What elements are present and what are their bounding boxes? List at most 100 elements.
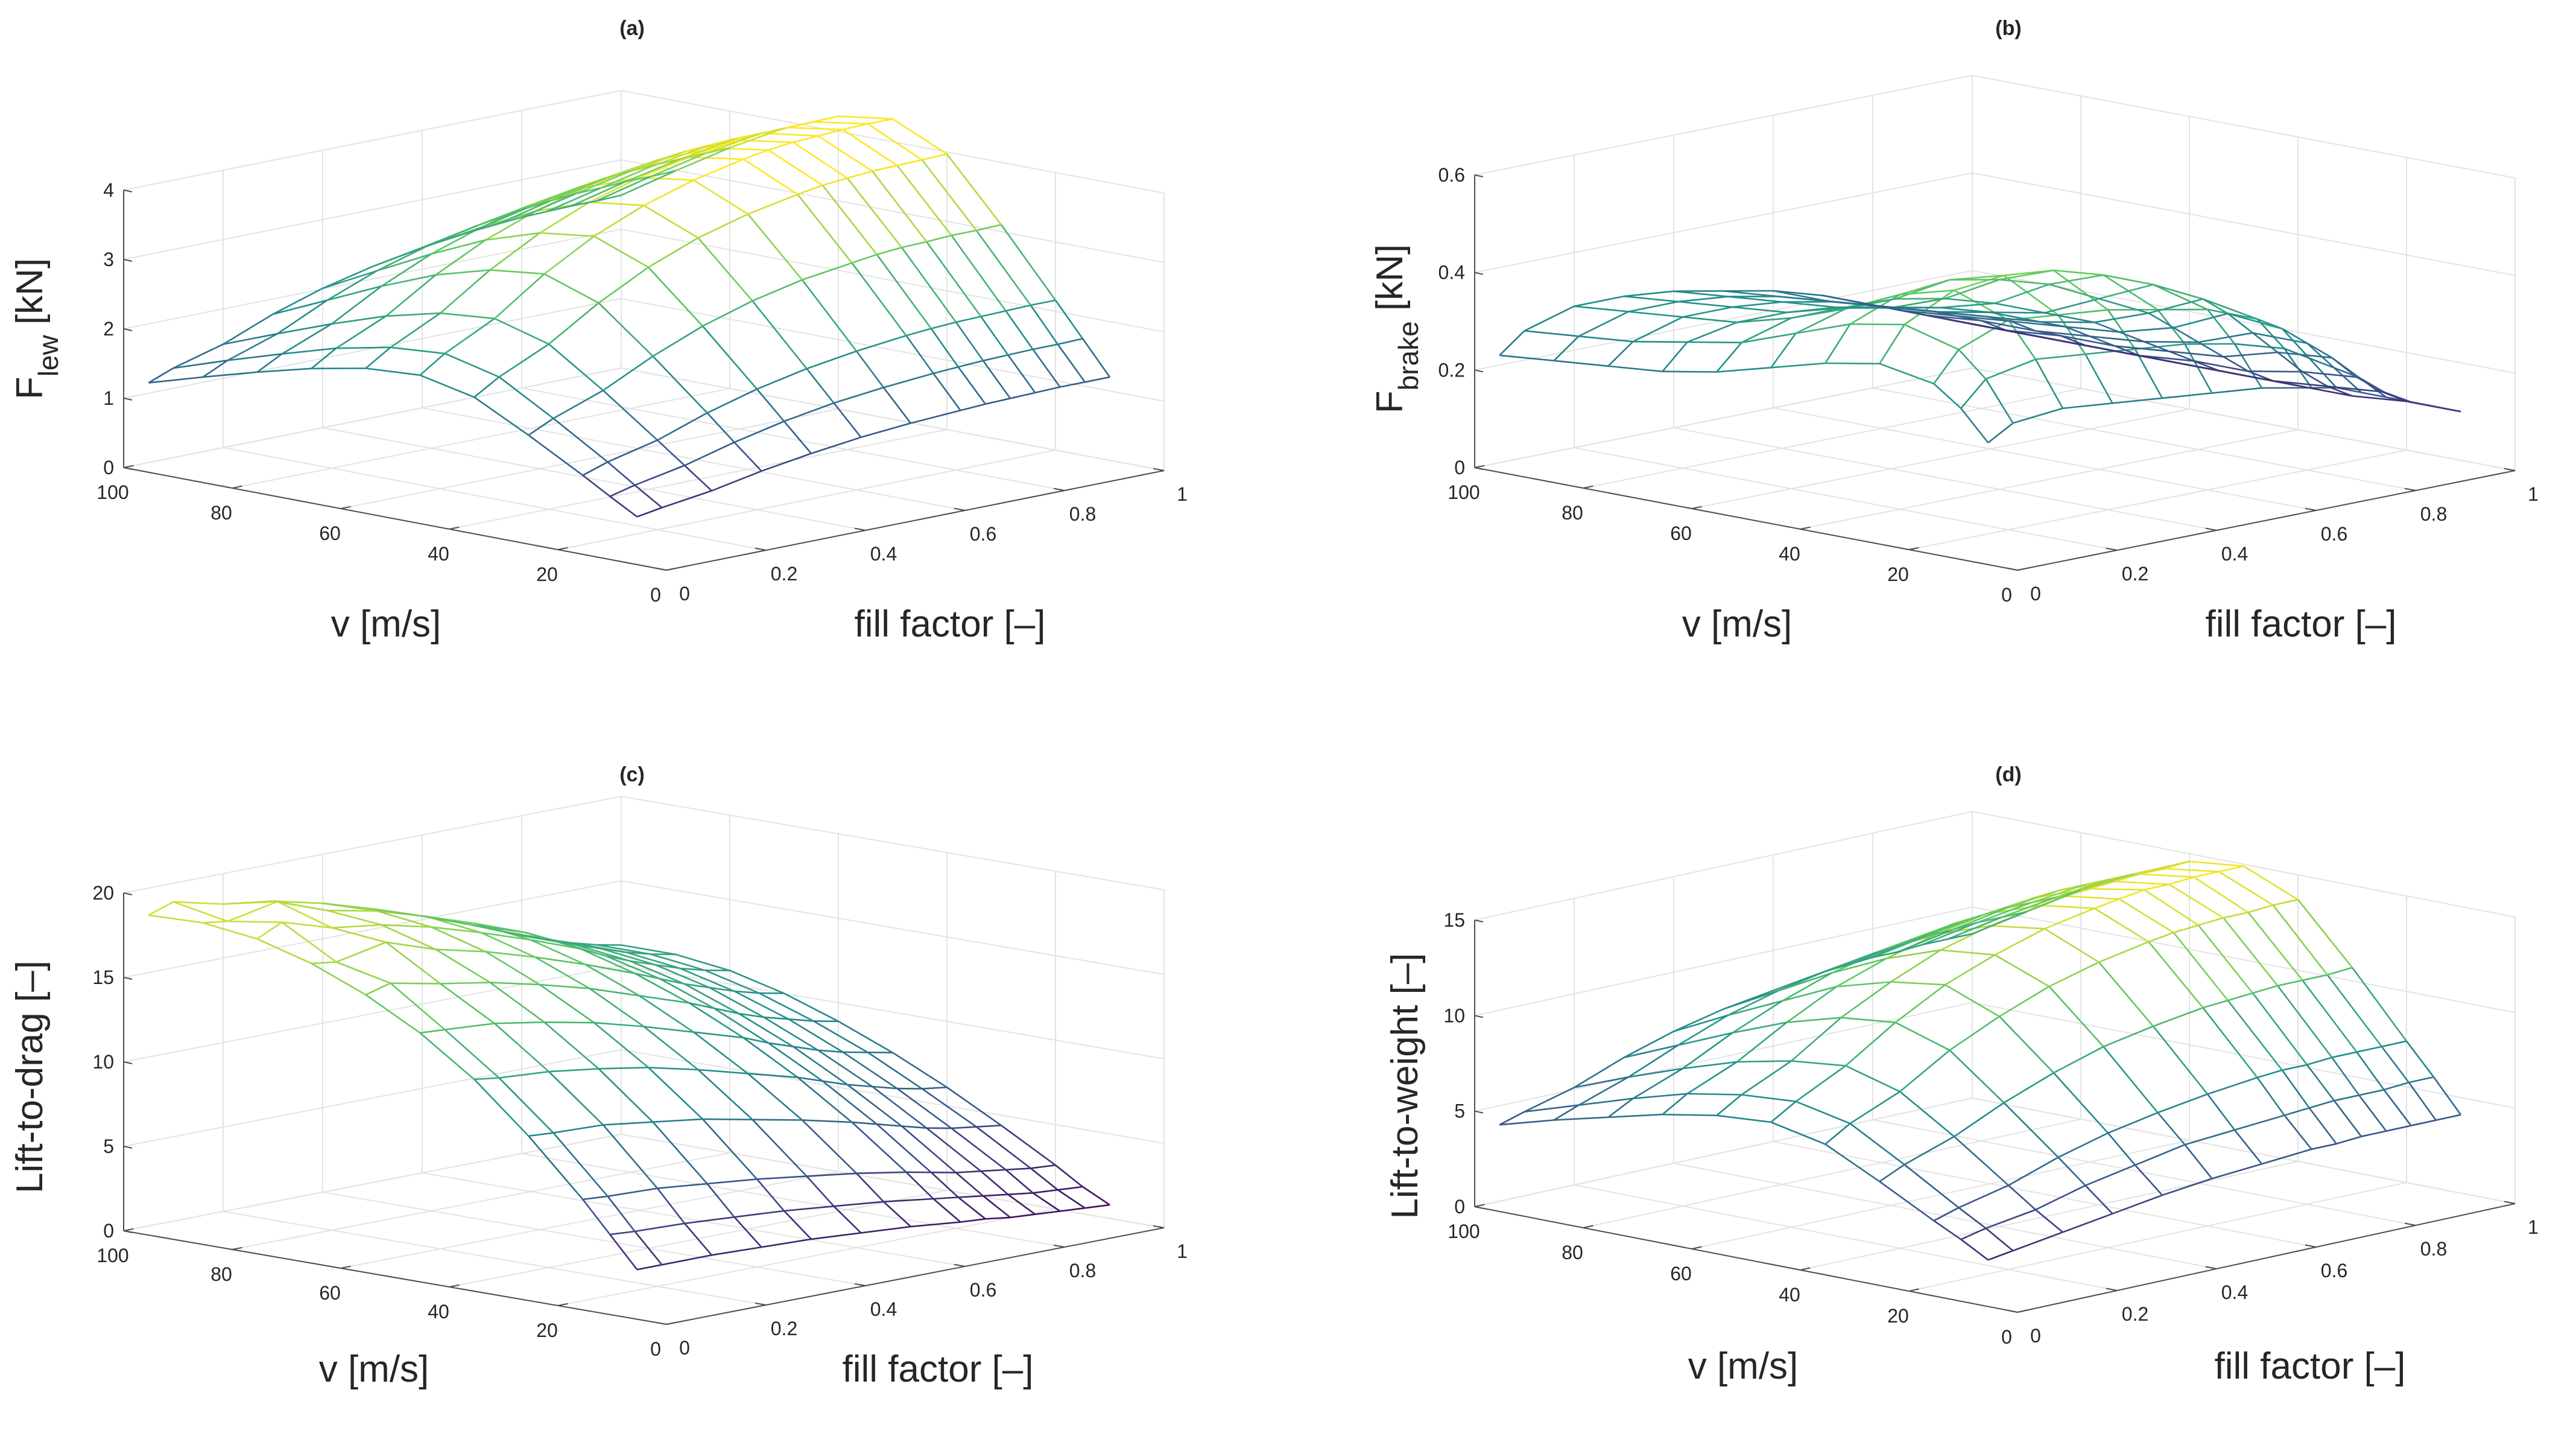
fill-axis-label: fill factor [–] [2206, 603, 2397, 645]
mesh-segment [756, 1175, 807, 1180]
v-gridline [1908, 896, 2407, 1292]
mesh-segment [2107, 1111, 2158, 1134]
mesh-segment [926, 241, 982, 317]
mesh-segment [548, 343, 604, 392]
mesh-segment [381, 274, 436, 287]
mesh-segment [867, 123, 923, 160]
mesh-segment [173, 901, 228, 922]
fill-axis-line [2017, 1203, 2516, 1313]
mesh-segment [607, 1187, 658, 1198]
fill-tick-label: 0.2 [771, 563, 797, 585]
mesh-segment [2433, 405, 2461, 413]
mesh-segment [793, 135, 818, 144]
mesh-segment [2248, 370, 2303, 373]
mesh-segment [1879, 1164, 1905, 1183]
mesh-segment [2356, 376, 2382, 393]
mesh-segment [589, 177, 640, 203]
mesh-segment [498, 1077, 554, 1134]
mesh-segment [548, 302, 600, 345]
mesh-segment [1633, 340, 1688, 343]
mesh-segment [1678, 296, 1729, 303]
mesh-segment [955, 316, 981, 323]
mesh-segment [1723, 989, 1774, 1010]
mesh-segment [485, 951, 540, 986]
mesh-segment [553, 1124, 604, 1134]
mesh-segment [697, 237, 753, 302]
fill-gridline [1474, 175, 2018, 571]
mesh-segment [976, 1125, 1002, 1128]
mesh-segment [1926, 915, 1982, 936]
mesh-segment [684, 441, 735, 466]
mesh-segment [575, 187, 601, 195]
mesh-segment [733, 421, 785, 443]
v-tick [1800, 1267, 1811, 1271]
mesh-segment [2384, 1081, 2410, 1091]
mesh-segment [1796, 323, 1850, 334]
mesh-segment [1574, 1076, 1629, 1088]
mesh-segment [543, 235, 595, 275]
mesh-segment [435, 948, 486, 953]
mesh-segment [1741, 1060, 1792, 1096]
mesh-segment [955, 1172, 984, 1197]
mesh-segment [277, 323, 332, 335]
mesh-segment [1008, 348, 1033, 356]
v-gridline [1908, 157, 2407, 550]
mesh-segment [1972, 911, 2027, 935]
mesh-segment [584, 964, 635, 974]
mesh-segment [582, 1199, 611, 1235]
mesh-segment [1922, 314, 1948, 320]
mesh-segment [1524, 305, 1575, 332]
mesh-segment [282, 921, 332, 929]
mesh-segment [957, 1196, 986, 1220]
mesh-segment [148, 376, 203, 384]
fill-tick [2006, 1309, 2018, 1313]
z-axis-label-main: Lift-to-drag [–] [9, 960, 51, 1193]
mesh-segment [2248, 370, 2274, 382]
mesh-segment [951, 229, 977, 237]
mesh-segment [2383, 1089, 2412, 1126]
mesh-segment [440, 312, 495, 320]
mesh-segment [901, 241, 927, 249]
fill-tick [2504, 1201, 2516, 1204]
mesh-segment [635, 973, 660, 980]
mesh-segment [2435, 1114, 2461, 1121]
mesh-segment [783, 1205, 834, 1212]
mesh-segment [648, 1067, 698, 1071]
mesh-segment [1850, 323, 1905, 326]
v-gridline [1800, 875, 2299, 1271]
mesh-segment [2198, 917, 2224, 926]
mesh-segment [813, 1020, 869, 1053]
mesh-segment [684, 1216, 735, 1225]
mesh-segment [1057, 1189, 1086, 1209]
mesh-segment [1005, 1167, 1031, 1171]
mesh-segment [2144, 889, 2199, 926]
mesh-segment [498, 343, 549, 378]
mesh-segment [552, 418, 609, 463]
fill-tick-label: 0.2 [2122, 563, 2148, 585]
mesh-segment [489, 982, 545, 1023]
mesh-segment [637, 1264, 662, 1271]
mesh-segment [366, 367, 420, 376]
mesh-segment [490, 269, 545, 275]
mesh-segment [1782, 301, 1837, 308]
fill-axis-label: fill factor [–] [855, 603, 1046, 645]
mesh-segment [2144, 341, 2169, 352]
mesh-segment [752, 300, 808, 369]
fill-tick-label: 0 [679, 583, 690, 605]
v-tick-label: 60 [1670, 522, 1692, 544]
mesh-segment [1904, 1164, 1960, 1208]
fill-axis-line [666, 470, 1165, 571]
mesh-segment [657, 412, 708, 441]
mesh-segment [834, 387, 884, 404]
v-tick [1474, 465, 1485, 468]
mesh-segment [2309, 357, 2335, 369]
mesh-segment [657, 439, 685, 466]
mesh-segment [1922, 922, 1977, 945]
mesh-segment [955, 1170, 981, 1173]
fill-tick [2305, 507, 2317, 511]
fill-gridline [1673, 135, 2217, 531]
mesh-segment [593, 1021, 644, 1027]
mesh-segment [930, 328, 959, 368]
v-tick-label: 80 [1562, 1242, 1583, 1263]
mesh-segment [1773, 971, 1823, 992]
